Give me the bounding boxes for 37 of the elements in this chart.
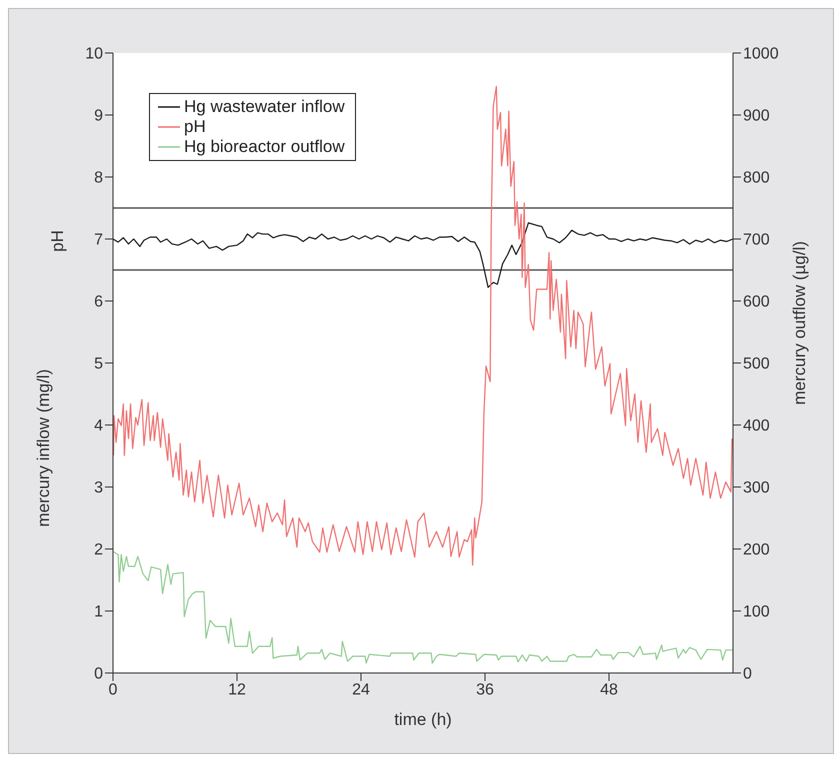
x-tick-label: 24 bbox=[352, 681, 370, 698]
y-tick-label: 0 bbox=[94, 666, 104, 683]
y2-tick-label: 200 bbox=[743, 542, 770, 559]
y-tick-label: 1 bbox=[94, 604, 104, 621]
y-tick-label: 10 bbox=[85, 46, 104, 63]
y2-tick-label: 0 bbox=[743, 666, 752, 683]
x-axis-title: time (h) bbox=[394, 710, 452, 729]
y2-tick-label: 900 bbox=[743, 108, 770, 125]
y2-tick-label: 800 bbox=[743, 170, 770, 187]
legend-label: Hg wastewater inflow bbox=[184, 97, 345, 117]
y2-tick-label: 100 bbox=[743, 604, 770, 621]
line-series bbox=[113, 550, 733, 664]
y-tick-label: 2 bbox=[94, 542, 104, 559]
y2-tick-label: 1000 bbox=[743, 46, 779, 63]
y-axis-title: mercury inflow (mg/l) bbox=[34, 369, 54, 527]
x-tick-label: 36 bbox=[476, 681, 494, 698]
y-tick-label: 3 bbox=[94, 480, 104, 497]
line-series bbox=[113, 86, 733, 566]
x-tick-label: 48 bbox=[600, 681, 618, 698]
x-tick-label: 0 bbox=[108, 681, 118, 698]
y2-tick-label: 500 bbox=[743, 356, 770, 373]
y2-tick-label: 300 bbox=[743, 480, 770, 497]
y-tick-label: 8 bbox=[94, 170, 104, 187]
x-tick-label: 12 bbox=[228, 681, 246, 698]
line-series bbox=[113, 222, 733, 288]
legend-label: Hg bioreactor outflow bbox=[184, 137, 345, 157]
y-tick-label: 7 bbox=[94, 232, 104, 249]
y2-tick-label: 600 bbox=[743, 294, 770, 311]
y2-tick-label: 700 bbox=[743, 232, 770, 249]
y-tick-label: 6 bbox=[94, 294, 104, 311]
y-tick-label: 9 bbox=[94, 108, 104, 125]
text: pH bbox=[48, 230, 67, 252]
y-tick-label: 5 bbox=[94, 356, 104, 373]
y2-axis-title: mercury outflow (µg/l) bbox=[790, 241, 810, 405]
legend-label: pH bbox=[184, 117, 206, 137]
y2-tick-label: 400 bbox=[743, 418, 770, 435]
y-tick-label: 4 bbox=[94, 418, 104, 435]
